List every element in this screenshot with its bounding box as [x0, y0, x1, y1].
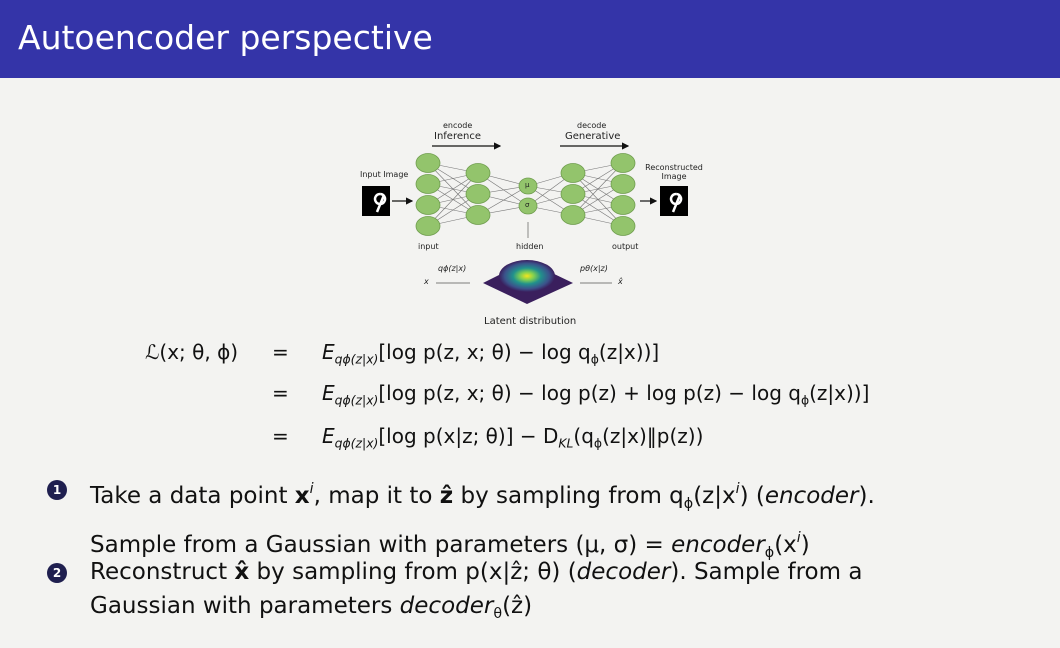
neuron	[465, 184, 491, 204]
text-part: ). Sample from a	[670, 559, 863, 585]
neuron	[560, 163, 586, 183]
text-part: (x	[774, 531, 797, 558]
eq-part: KL	[558, 435, 574, 451]
eq-part: qϕ(z|x)	[334, 435, 379, 451]
eq-part: [log p(z, x; θ) − log p(z) + log p(z) − …	[378, 381, 801, 405]
edge	[427, 172, 479, 227]
eq-part: ϕ	[590, 351, 599, 367]
figure-label: Input Image	[360, 170, 409, 179]
equation-rhs: Eqϕ(z|x)[log p(x|z; θ)] − DKL(qϕ(z|x)‖p(…	[322, 424, 703, 450]
bullet-text: Reconstruct x̂ by sampling from p(x|ẑ; θ…	[90, 555, 862, 631]
neuron	[610, 153, 636, 173]
bullet-text: Take a data point xi, map it to ẑ by sam…	[90, 472, 875, 570]
figure-label: x	[424, 277, 429, 286]
eq-part: [log p(x|z; θ)] − D	[378, 424, 559, 448]
text-part: θ	[493, 605, 503, 622]
text-part: decoder	[399, 593, 494, 619]
eq-part: (z|x))]	[809, 381, 870, 405]
neuron	[415, 195, 441, 215]
text-part: i	[735, 481, 740, 497]
text-part: (z|x	[693, 482, 736, 509]
neuron	[610, 195, 636, 215]
eq-part: [log p(z, x; θ) − log q	[378, 340, 591, 364]
figure-label: x̂	[618, 277, 623, 286]
figure-label: output	[612, 242, 639, 251]
equals: =	[272, 381, 289, 405]
neuron	[518, 197, 538, 215]
text-part: x̂	[234, 559, 250, 585]
eq-part: (z|x))]	[598, 340, 660, 364]
digit-stroke	[373, 192, 387, 213]
figure-label: hidden	[516, 242, 544, 251]
eq-part: E	[322, 340, 335, 364]
bullet-marker: 2	[47, 563, 67, 583]
neuron	[610, 216, 636, 236]
text-part: ϕ	[764, 544, 775, 561]
header-bar: Autoencoder perspective	[0, 0, 1060, 78]
text-part: ) (	[739, 482, 765, 509]
text-part: by sampling from q	[453, 482, 684, 509]
text-part: ẑ	[439, 482, 454, 509]
text-part: x	[294, 482, 310, 509]
text-part: Reconstruct	[90, 559, 235, 585]
equals: =	[272, 340, 289, 364]
latent-bump	[499, 260, 555, 292]
text-part: i	[309, 481, 314, 497]
equals: =	[272, 424, 289, 448]
eq-part: ϕ	[800, 392, 810, 408]
figure-label: input	[418, 242, 439, 251]
eq-part: E	[322, 381, 335, 405]
figure-label: encode	[443, 121, 473, 130]
neuron	[415, 153, 441, 173]
slide-title: Autoencoder perspective	[18, 18, 433, 57]
text-part: by sampling from p(x|ẑ; θ) (	[249, 559, 577, 585]
text-part: ϕ	[683, 495, 694, 512]
eq-part: qϕ(z|x)	[334, 351, 379, 367]
neuron	[465, 205, 491, 225]
figure-label: qϕ(z|x)	[438, 264, 467, 273]
text-part: Sample from a Gaussian with parameters (…	[90, 531, 672, 558]
eq-part: qϕ(z|x)	[334, 392, 379, 408]
figure-label: decode	[577, 121, 607, 130]
text-part: , map it to	[313, 482, 440, 509]
node-label: σ	[525, 201, 530, 209]
eq-part: ϕ	[593, 435, 603, 451]
eq-part: (q	[573, 424, 594, 448]
bullet-marker: 1	[47, 480, 67, 500]
text-part: encoder	[671, 531, 765, 558]
text-part: Take a data point	[90, 482, 295, 509]
neuron	[518, 177, 538, 195]
eq-part: E	[322, 424, 335, 448]
edges	[427, 162, 624, 227]
neuron	[560, 184, 586, 204]
text-part: Gaussian with parameters	[90, 593, 400, 619]
eq-part: (z|x)‖p(z))	[602, 424, 704, 448]
figure-label: Reconstructed Image	[645, 163, 703, 181]
figure-label: pθ(x|z)	[580, 264, 608, 273]
equation-lhs: ℒ(x; θ, ϕ)	[145, 340, 239, 364]
figure-caption: Latent distribution	[484, 316, 577, 327]
neuron	[415, 174, 441, 194]
text-part: ).	[858, 482, 875, 509]
nodes	[415, 153, 636, 236]
edge	[572, 162, 624, 216]
equation-rhs: Eqϕ(z|x)[log p(z, x; θ) − log qϕ(z|x))]	[322, 340, 659, 366]
neuron	[415, 216, 441, 236]
neuron	[610, 174, 636, 194]
node-label: μ	[525, 181, 530, 189]
equation-rhs: Eqϕ(z|x)[log p(z, x; θ) − log p(z) + log…	[322, 381, 869, 407]
figure-label: Generative	[565, 131, 621, 142]
text-part: i	[796, 529, 801, 546]
figure-label: Inference	[434, 131, 481, 142]
neuron	[560, 205, 586, 225]
text-part: encoder	[764, 482, 859, 509]
text-part: )	[800, 531, 810, 558]
neuron	[465, 163, 491, 183]
digit-stroke	[669, 192, 683, 213]
text-part: decoder	[576, 559, 671, 585]
text-part: (ẑ)	[502, 593, 533, 619]
